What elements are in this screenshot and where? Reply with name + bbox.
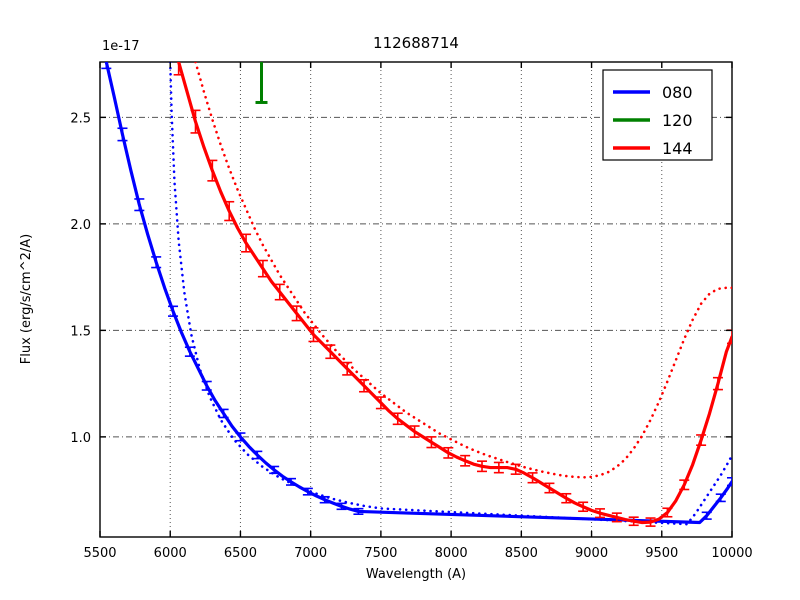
x-tick-label: 10000: [711, 546, 752, 561]
legend-item-120[interactable]: 120: [613, 111, 693, 130]
series-080: [101, 62, 732, 525]
data-curve: [104, 62, 732, 525]
legend-box: [602, 69, 713, 161]
series-120: [255, 62, 268, 104]
x-tick-label: 9000: [575, 546, 608, 561]
legend-item-144[interactable]: 144: [613, 139, 693, 158]
x-tick-label: 7500: [364, 546, 397, 561]
y-tick-label: 2.5: [70, 111, 91, 126]
ticks-layer: 5500 6000 6500 7000 7500 8000 8500 9000 9500 1000…: [70, 62, 753, 561]
legend-label-144: 144: [662, 139, 693, 158]
series-144: [173, 62, 732, 527]
x-tick-label: 8000: [435, 546, 468, 561]
model-curve: [168, 62, 732, 526]
x-tick-label: 6000: [154, 546, 187, 561]
x-tick-label: 7000: [294, 546, 327, 561]
y-tick-label: 2.0: [70, 218, 91, 233]
legend-item-080[interactable]: 080: [613, 83, 693, 102]
y-tick-label: 1.0: [70, 431, 91, 446]
y-axis-exponent-label: 1e-17: [102, 39, 140, 54]
series-layer: [101, 62, 732, 527]
y-tick-label: 1.5: [70, 324, 91, 339]
x-tick-label: 5500: [83, 546, 116, 561]
series-080-model: [168, 62, 732, 526]
x-axis-label: Wavelength (A): [366, 567, 466, 582]
x-tick-label: 9500: [645, 546, 678, 561]
legend-items[interactable]: 080 120 144: [613, 83, 693, 158]
legend-label-080: 080: [662, 83, 693, 102]
data-curve: [177, 62, 732, 525]
y-axis-label: Flux (erg/s/cm^2/A): [19, 234, 34, 364]
x-tick-label: 8500: [505, 546, 538, 561]
legend-label-120: 120: [662, 111, 693, 130]
legend[interactable]: 080 120 144: [602, 69, 713, 161]
plot-frame: [99, 61, 733, 538]
page-title: 112688714: [373, 34, 459, 52]
x-tick-label: 6500: [224, 546, 257, 561]
